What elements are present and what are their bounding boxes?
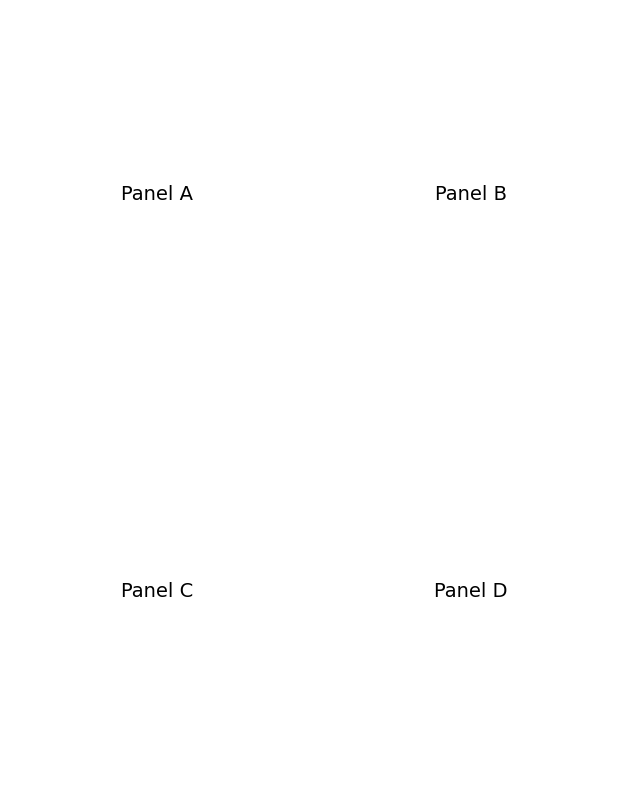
Text: Panel C: Panel C: [121, 582, 193, 601]
Text: Panel B: Panel B: [435, 186, 507, 205]
Text: Panel D: Panel D: [434, 582, 508, 601]
Text: Panel A: Panel A: [121, 186, 193, 205]
